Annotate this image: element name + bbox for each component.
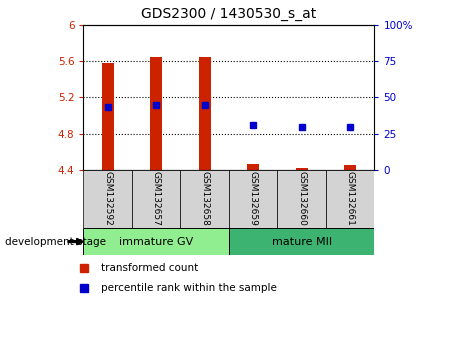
Text: GSM132658: GSM132658 xyxy=(200,171,209,225)
Bar xyxy=(344,165,356,170)
Text: percentile rank within the sample: percentile rank within the sample xyxy=(101,282,277,293)
Text: GSM132660: GSM132660 xyxy=(297,171,306,225)
Bar xyxy=(150,57,162,170)
Bar xyxy=(101,63,114,170)
Bar xyxy=(83,228,229,255)
Text: GSM132657: GSM132657 xyxy=(152,171,161,225)
Text: GSM132592: GSM132592 xyxy=(103,171,112,225)
Bar xyxy=(132,170,180,228)
Text: GSM132661: GSM132661 xyxy=(345,171,354,225)
Bar xyxy=(198,57,211,170)
Bar xyxy=(83,170,132,228)
Text: immature GV: immature GV xyxy=(119,236,193,247)
Text: transformed count: transformed count xyxy=(101,263,198,273)
Bar xyxy=(277,170,326,228)
Text: GSM132659: GSM132659 xyxy=(249,171,258,225)
Bar xyxy=(247,165,259,170)
Text: development stage: development stage xyxy=(5,236,106,247)
Bar xyxy=(326,170,374,228)
Title: GDS2300 / 1430530_s_at: GDS2300 / 1430530_s_at xyxy=(141,7,317,21)
Text: mature MII: mature MII xyxy=(272,236,331,247)
Bar xyxy=(229,170,277,228)
Bar xyxy=(295,168,308,170)
Bar xyxy=(229,228,374,255)
Bar xyxy=(180,170,229,228)
